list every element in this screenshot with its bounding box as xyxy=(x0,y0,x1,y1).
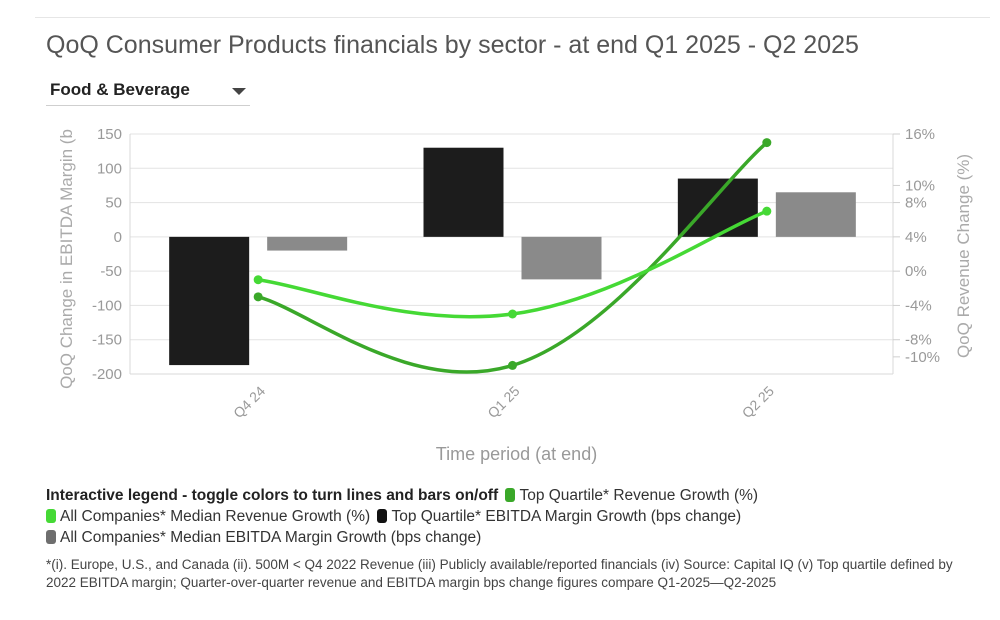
legend-swatch xyxy=(505,488,516,502)
legend-heading: Interactive legend - toggle colors to tu… xyxy=(46,487,499,504)
y-tick-label-left: -100 xyxy=(92,297,122,314)
line-point xyxy=(253,275,263,285)
legend: Interactive legend - toggle colors to tu… xyxy=(46,485,976,548)
bar-all-companies-ebitda xyxy=(267,236,348,251)
legend-swatch xyxy=(46,509,56,523)
legend-label: All Companies* Median EBITDA Margin Grow… xyxy=(60,529,482,546)
y-tick-label-left: -200 xyxy=(92,366,122,383)
y-tick-label-right: -10% xyxy=(905,349,940,366)
bar-top-quartile-ebitda xyxy=(169,236,250,366)
legend-item-top-quartile-ebitda[interactable]: Top Quartile* EBITDA Margin Growth (bps … xyxy=(374,508,741,525)
footnote: *(i). Europe, U.S., and Canada (ii). 500… xyxy=(46,557,953,590)
x-tick-label: Q4 24 xyxy=(230,383,268,421)
y-tick-label-left: -50 xyxy=(100,263,122,280)
y-tick-label-right: 16% xyxy=(905,126,935,143)
y-tick-label-left: 150 xyxy=(97,126,122,143)
legend-label: Top Quartile* EBITDA Margin Growth (bps … xyxy=(391,508,742,525)
y-tick-label-left: 100 xyxy=(97,160,122,177)
y-tick-label-right: 10% xyxy=(905,177,935,194)
bar-all-companies-ebitda xyxy=(775,192,856,237)
legend-swatch xyxy=(377,509,388,523)
bar-top-quartile-ebitda xyxy=(677,178,758,237)
sector-dropdown-value: Food & Beverage xyxy=(50,80,190,99)
legend-label: Top Quartile* Revenue Growth (%) xyxy=(519,487,759,504)
line-point xyxy=(253,292,263,302)
y-tick-label-right: 0% xyxy=(905,263,927,280)
y-tick-label-left: 0 xyxy=(114,229,122,246)
x-axis-title: Time period (at end) xyxy=(436,444,597,464)
y-tick-label-right: 4% xyxy=(905,229,927,246)
legend-item-all-companies-revenue[interactable]: All Companies* Median Revenue Growth (%) xyxy=(46,508,370,525)
legend-swatch xyxy=(46,530,56,544)
chart-title: QoQ Consumer Products financials by sect… xyxy=(46,31,859,59)
line-top-quartile-revenue xyxy=(256,140,769,374)
line-point xyxy=(762,206,772,216)
line-point xyxy=(508,360,517,370)
y-tick-label-left: -150 xyxy=(92,332,122,349)
y-tick-label-right: -4% xyxy=(905,297,932,314)
x-tick-label: Q1 25 xyxy=(484,383,522,421)
line-point xyxy=(762,138,772,148)
legend-label: All Companies* Median Revenue Growth (%) xyxy=(60,508,371,525)
sector-dropdown[interactable]: Food & Beverage xyxy=(46,78,250,106)
y-axis-title-right: QoQ Revenue Change (%) xyxy=(954,154,973,358)
y-axis-title-left: QoQ Change in EBITDA Margin (b xyxy=(57,129,76,389)
y-tick-label-left: 50 xyxy=(105,195,122,212)
chevron-down-icon xyxy=(232,88,246,95)
bar-all-companies-ebitda xyxy=(521,236,602,280)
bar-top-quartile-ebitda xyxy=(423,147,504,237)
line-point xyxy=(508,309,517,319)
y-tick-label-right: 8% xyxy=(905,195,927,212)
top-divider xyxy=(35,17,990,18)
legend-item-top-quartile-revenue[interactable]: Top Quartile* Revenue Growth (%) xyxy=(502,487,758,504)
chart-canvas: 150 100 50 0 -50 -100 -150 -200 16% 10%8% 4% 0% -4% -… xyxy=(57,126,973,464)
x-tick-label: Q2 25 xyxy=(739,383,777,421)
legend-item-all-companies-ebitda[interactable]: All Companies* Median EBITDA Margin Grow… xyxy=(46,529,481,546)
y-tick-label-right: -8% xyxy=(905,332,932,349)
